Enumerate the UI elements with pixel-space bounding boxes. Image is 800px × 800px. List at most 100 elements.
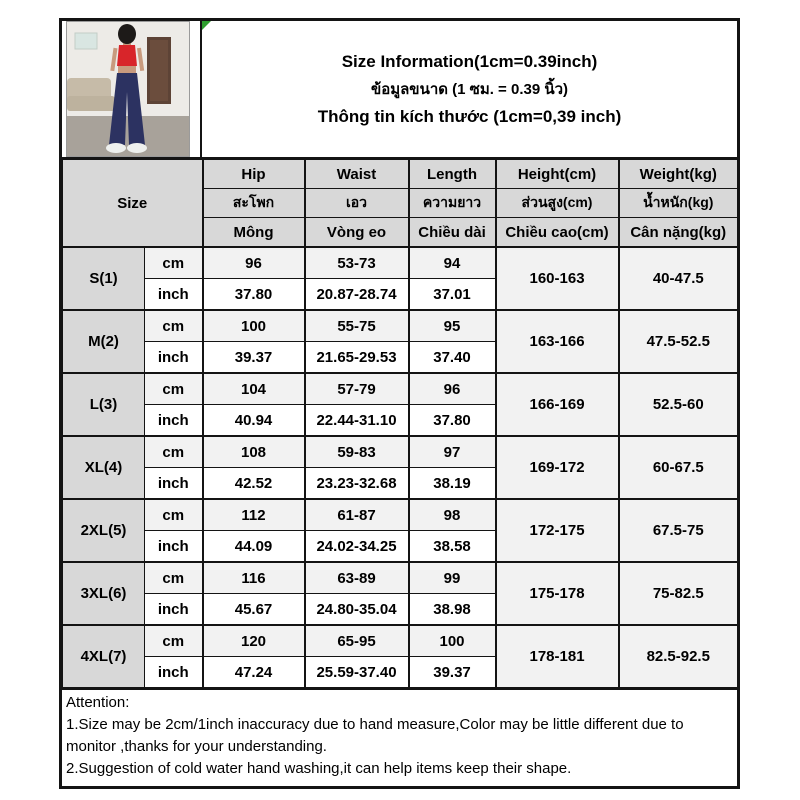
photo-person-hair (118, 24, 136, 44)
height-range: 166-169 (494, 372, 620, 437)
hip-cm: 96 (201, 246, 306, 279)
waist-cm: 61-87 (303, 498, 410, 531)
table-row: inch 40.94 22.44-31.10 37.80 (63, 404, 738, 437)
table-row: L(3) cm 104 57-79 96 166-169 52.5-60 (62, 372, 739, 437)
weight-range: 67.5-75 (617, 498, 739, 563)
weight-range: 47.5-52.5 (617, 309, 739, 374)
length-inch: 37.01 (407, 278, 497, 311)
title-thai: ข้อมูลขนาด (1 ซม. = 0.39 นิ้ว) (370, 80, 569, 98)
height-range: 163-166 (494, 309, 620, 374)
col-header-length-vi: Chiều dài (407, 217, 497, 248)
photo-person (106, 24, 147, 153)
height-range: 169-172 (494, 435, 620, 500)
hip-inch: 42.52 (201, 467, 306, 500)
length-cm: 97 (407, 435, 497, 468)
unit-label-cm: cm (143, 561, 204, 594)
table-row: XL(4) cm 108 59-83 97 169-172 60-67.5 (62, 435, 739, 500)
hip-cm: 100 (201, 309, 306, 342)
length-inch: 37.80 (407, 404, 497, 437)
waist-cm: 63-89 (303, 561, 410, 594)
waist-inch: 23.23-32.68 (303, 467, 410, 500)
hip-inch: 40.94 (201, 404, 306, 437)
hip-cm: 108 (201, 435, 306, 468)
cell-comment-marker-icon (202, 21, 211, 30)
height-range: 175-178 (494, 561, 620, 626)
table-row: 4XL(7) cm 120 65-95 100 178-181 82.5-92.… (62, 624, 739, 688)
length-inch: 38.19 (407, 467, 497, 500)
size-header-cell: Size (61, 159, 204, 248)
size-label: 3XL(6) (62, 561, 145, 626)
length-cm: 98 (407, 498, 497, 531)
unit-label-cm: cm (143, 498, 204, 531)
waist-inch: 24.02-34.25 (303, 530, 410, 563)
hip-inch: 39.37 (201, 341, 306, 374)
length-cm: 99 (407, 561, 497, 594)
unit-label-inch: inch (143, 404, 204, 437)
table-row: inch 37.80 20.87-28.74 37.01 (63, 278, 738, 311)
col-header-length-th: ความยาว (407, 188, 497, 218)
title-english: Size Information(1cm=0.39inch) (341, 51, 598, 71)
col-header-weight-vi: Cân nặng(kg) (617, 217, 739, 248)
title-cell: Size Information(1cm=0.39inch) ข้อมูลขนา… (202, 21, 737, 157)
photo-person-navy-pants (109, 73, 145, 145)
attention-note: Attention: 1.Size may be 2cm/1inch inacc… (62, 688, 737, 786)
table-row: inch 47.24 25.59-37.40 39.37 (63, 656, 738, 688)
attention-heading: Attention: (66, 694, 130, 711)
table-row: inch 42.52 23.23-32.68 38.19 (63, 467, 738, 500)
size-label: M(2) (62, 309, 145, 374)
col-header-length-en: Length (407, 159, 497, 189)
photo-person-shoe (127, 143, 147, 153)
col-header-waist-th: เอว (303, 188, 410, 218)
length-inch: 38.98 (407, 593, 497, 626)
col-header-height-th: ส่วนสูง(cm) (494, 188, 620, 218)
hip-inch: 44.09 (201, 530, 306, 563)
height-range: 160-163 (494, 246, 620, 311)
length-cm: 96 (407, 372, 497, 405)
unit-label-inch: inch (143, 278, 204, 311)
hip-cm: 116 (201, 561, 306, 594)
size-label: S(1) (62, 246, 145, 311)
table-row: inch 44.09 24.02-34.25 38.58 (63, 530, 738, 563)
weight-range: 75-82.5 (617, 561, 739, 626)
unit-label-inch: inch (143, 341, 204, 374)
unit-label-cm: cm (143, 246, 204, 279)
top-section: Size Information(1cm=0.39inch) ข้อมูลขนา… (62, 21, 737, 159)
col-header-waist-vi: Vòng eo (303, 217, 410, 248)
table-row: inch 45.67 24.80-35.04 38.98 (63, 593, 738, 626)
weight-range: 40-47.5 (617, 246, 739, 311)
waist-inch: 21.65-29.53 (303, 341, 410, 374)
photo-window (74, 32, 98, 50)
waist-cm: 55-75 (303, 309, 410, 342)
length-cm: 94 (407, 246, 497, 279)
waist-inch: 22.44-31.10 (303, 404, 410, 437)
weight-range: 82.5-92.5 (617, 624, 739, 688)
col-header-weight-en: Weight(kg) (617, 159, 739, 189)
hip-inch: 37.80 (201, 278, 306, 311)
table-row: S(1) cm 96 53-73 94 160-163 40-47.5 (62, 246, 739, 311)
col-header-hip-vi: Mông (201, 217, 306, 248)
unit-label-inch: inch (143, 656, 204, 688)
waist-cm: 53-73 (303, 246, 410, 279)
waist-cm: 59-83 (303, 435, 410, 468)
table-row: M(2) cm 100 55-75 95 163-166 47.5-52.5 (62, 309, 739, 374)
weight-range: 52.5-60 (617, 372, 739, 437)
height-range: 178-181 (494, 624, 620, 688)
unit-label-cm: cm (143, 372, 204, 405)
hip-cm: 112 (201, 498, 306, 531)
table-row: 3XL(6) cm 116 63-89 99 175-178 75-82.5 (62, 561, 739, 626)
size-label: 2XL(5) (62, 498, 145, 563)
unit-label-inch: inch (143, 593, 204, 626)
waist-inch: 25.59-37.40 (303, 656, 410, 688)
photo-person-shoe (106, 143, 126, 153)
unit-label-cm: cm (143, 624, 204, 657)
col-header-height-en: Height(cm) (494, 159, 620, 189)
height-range: 172-175 (494, 498, 620, 563)
size-chart-sheet: Size Information(1cm=0.39inch) ข้อมูลขนา… (59, 18, 740, 789)
title-vietnamese: Thông tin kích thước (1cm=0,39 inch) (317, 106, 622, 126)
hip-inch: 45.67 (201, 593, 306, 626)
col-header-weight-th: น้ำหนัก(kg) (617, 188, 739, 218)
header-row-english: Size Hip Waist Length Height(cm) Weight(… (61, 159, 739, 248)
col-header-height-vi: Chiều cao(cm) (494, 217, 620, 248)
col-header-hip-th: สะโพก (201, 188, 306, 218)
hip-cm: 120 (201, 624, 306, 657)
